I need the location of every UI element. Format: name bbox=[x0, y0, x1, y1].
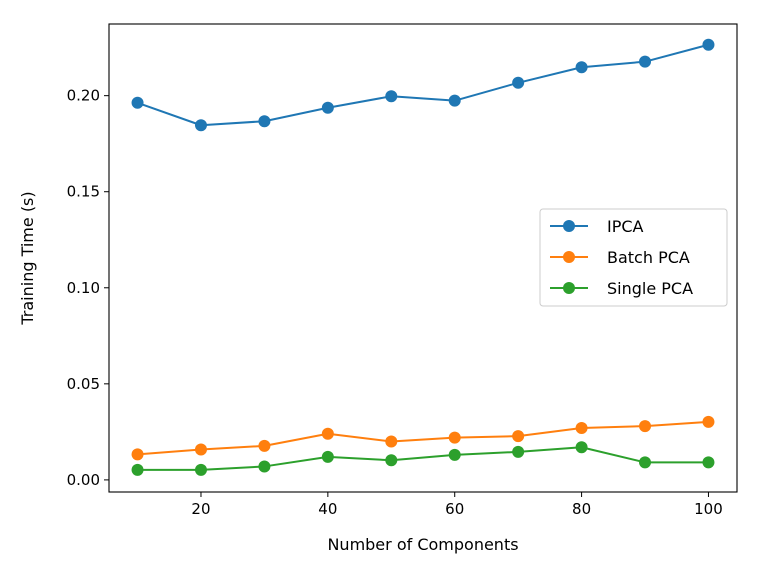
data-point bbox=[639, 55, 652, 68]
y-axis-ticks: 0.00 0.05 0.10 0.15 0.20 bbox=[67, 87, 109, 489]
data-point bbox=[321, 450, 334, 463]
data-point bbox=[512, 430, 525, 443]
data-point bbox=[131, 448, 144, 461]
plot-frame bbox=[108, 23, 738, 493]
data-point bbox=[131, 96, 144, 109]
legend-label: Single PCA bbox=[607, 279, 693, 298]
data-point bbox=[702, 456, 715, 469]
legend-box bbox=[539, 208, 728, 307]
legend-label: IPCA bbox=[607, 217, 644, 236]
legend: IPCA Batch PCA Single PCA bbox=[539, 208, 728, 307]
data-point bbox=[194, 463, 207, 476]
legend-item: Single PCA bbox=[550, 279, 693, 298]
x-tick-label: 40 bbox=[318, 500, 337, 518]
series-line bbox=[137, 420, 709, 456]
legend-marker bbox=[563, 282, 575, 294]
data-point bbox=[194, 443, 207, 456]
series-ipca bbox=[131, 38, 715, 132]
series-line bbox=[137, 446, 709, 471]
series-batch-pca bbox=[131, 415, 715, 461]
data-point bbox=[258, 439, 271, 452]
data-point bbox=[131, 463, 144, 476]
data-point bbox=[575, 441, 588, 454]
data-point bbox=[512, 445, 525, 458]
data-point bbox=[385, 454, 398, 467]
series-line bbox=[137, 43, 709, 127]
data-point bbox=[258, 460, 271, 473]
x-tick-label: 60 bbox=[445, 500, 464, 518]
data-point bbox=[448, 448, 461, 461]
data-point bbox=[639, 420, 652, 433]
x-tick-label: 100 bbox=[694, 500, 723, 518]
data-point bbox=[702, 415, 715, 428]
legend-item: IPCA bbox=[550, 217, 644, 236]
y-axis-label: Training Time (s) bbox=[18, 191, 37, 325]
x-axis-ticks: 20 40 60 80 100 bbox=[191, 492, 723, 518]
series-single-pca bbox=[131, 441, 715, 476]
y-tick-label: 0.15 bbox=[67, 183, 100, 201]
x-axis-label: Number of Components bbox=[327, 535, 518, 554]
y-tick-label: 0.00 bbox=[67, 471, 100, 489]
x-tick-label: 20 bbox=[191, 500, 210, 518]
data-point bbox=[448, 431, 461, 444]
data-point bbox=[512, 76, 525, 89]
legend-label: Batch PCA bbox=[607, 248, 690, 267]
data-point bbox=[639, 456, 652, 469]
legend-marker bbox=[563, 251, 575, 263]
data-point bbox=[258, 115, 271, 128]
legend-item: Batch PCA bbox=[550, 248, 690, 267]
data-point bbox=[448, 94, 461, 107]
plot-area bbox=[131, 38, 715, 476]
data-point bbox=[385, 90, 398, 103]
x-tick-label: 80 bbox=[572, 500, 591, 518]
y-tick-label: 0.10 bbox=[67, 279, 100, 297]
data-point bbox=[702, 38, 715, 51]
data-point bbox=[321, 427, 334, 440]
data-point bbox=[575, 61, 588, 74]
data-point bbox=[194, 119, 207, 132]
data-point bbox=[385, 435, 398, 448]
y-tick-label: 0.05 bbox=[67, 375, 100, 393]
legend-marker bbox=[563, 220, 575, 232]
data-point bbox=[575, 422, 588, 435]
data-point bbox=[321, 101, 334, 114]
y-tick-label: 0.20 bbox=[67, 87, 100, 105]
